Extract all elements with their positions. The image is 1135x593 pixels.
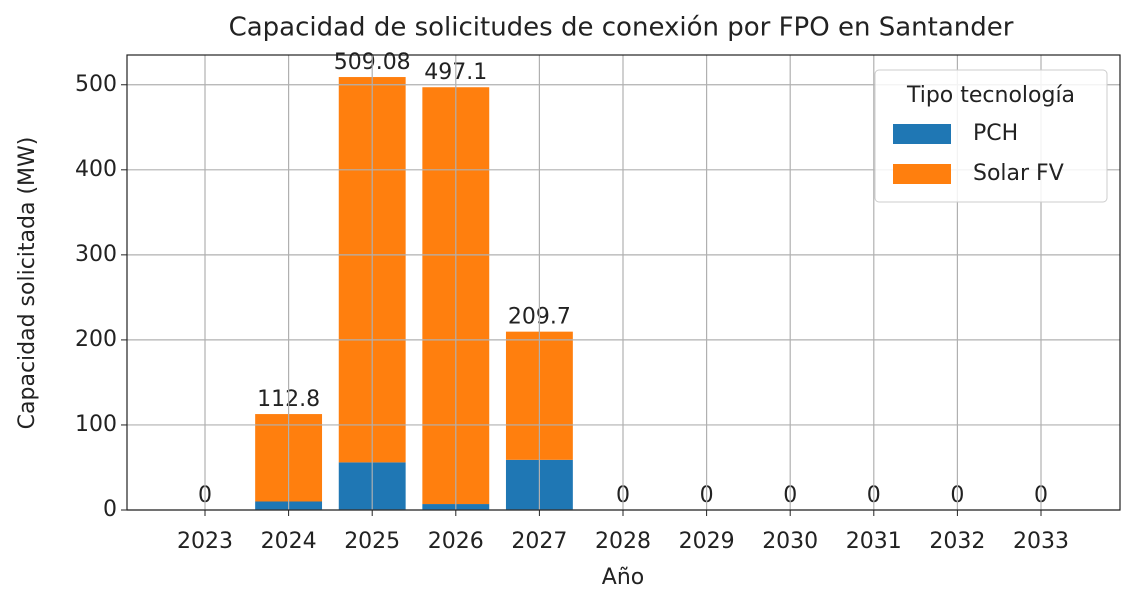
legend-swatch	[893, 164, 951, 184]
legend-label: Solar FV	[973, 161, 1064, 186]
y-tick-label: 100	[75, 412, 117, 437]
x-tick-label: 2028	[595, 529, 651, 554]
x-tick-label: 2026	[428, 529, 484, 554]
x-tick-label: 2029	[679, 529, 735, 554]
x-tick-label: 2030	[762, 529, 818, 554]
x-tick-label: 2033	[1013, 529, 1069, 554]
y-tick-label: 0	[103, 497, 117, 522]
y-tick-label: 300	[75, 242, 117, 267]
x-tick-label: 2031	[846, 529, 902, 554]
chart-title: Capacidad de solicitudes de conexión por…	[229, 13, 1014, 43]
x-tick-label: 2032	[929, 529, 985, 554]
plot-frame	[126, 54, 1121, 511]
y-tick-label: 400	[75, 157, 117, 182]
x-tick-label: 2025	[344, 529, 400, 554]
x-tick-label: 2023	[177, 529, 233, 554]
y-axis-label: Capacidad solicitada (MW)	[15, 137, 40, 430]
x-axis-label: Año	[602, 565, 644, 590]
legend-title: Tipo tecnología	[906, 83, 1075, 108]
y-tick-label: 500	[75, 72, 117, 97]
x-tick-label: 2024	[261, 529, 317, 554]
x-tick-label: 2027	[511, 529, 567, 554]
legend-swatch	[893, 124, 951, 144]
y-tick-label: 200	[75, 327, 117, 352]
legend-label: PCH	[973, 121, 1018, 146]
